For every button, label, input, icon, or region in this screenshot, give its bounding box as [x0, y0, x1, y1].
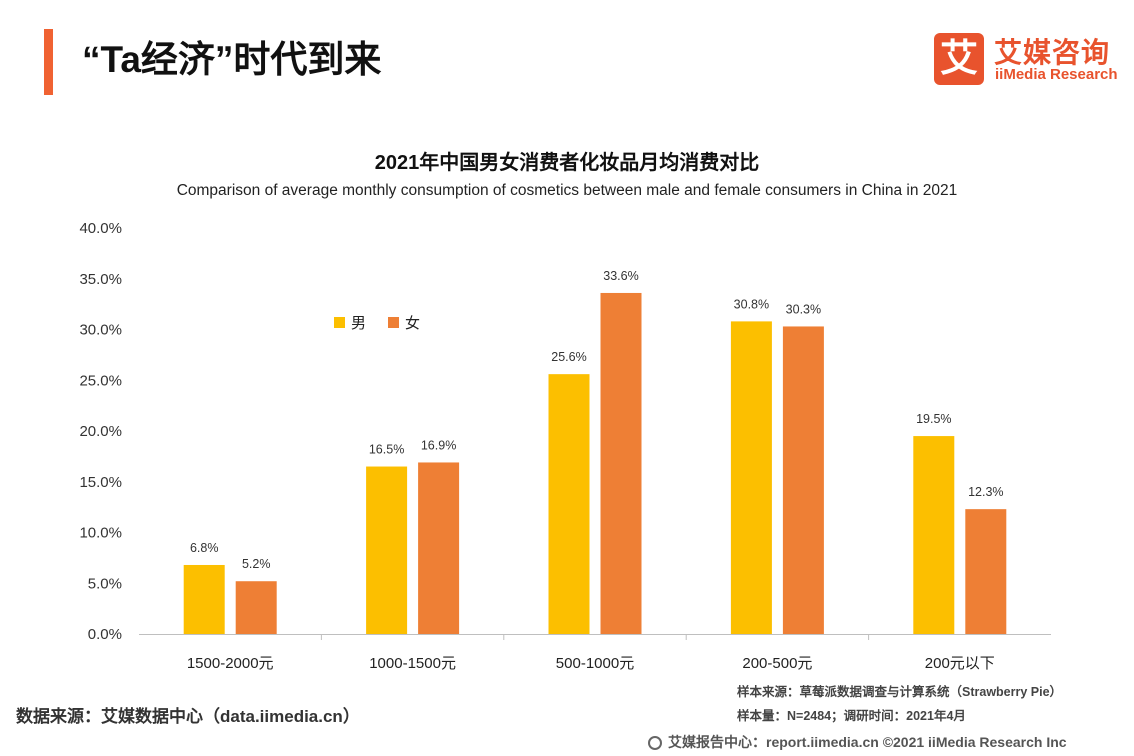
bar-male — [730, 321, 772, 634]
sample-size-note: 样本量：N=2484；调研时间：2021年4月 — [737, 709, 966, 723]
data-label: 19.5% — [916, 412, 951, 426]
legend-item-female: 女 — [388, 312, 420, 333]
data-label: 33.6% — [603, 269, 638, 283]
bar-male — [366, 466, 408, 634]
bar-male — [913, 436, 955, 634]
bar-female — [418, 462, 460, 634]
legend-swatch-female — [388, 317, 400, 328]
bar-female — [965, 509, 1007, 634]
chart-title: 2021年中国男女消费者化妆品月均消费对比 — [374, 152, 760, 174]
legend-item-male: 男 — [334, 312, 366, 333]
data-label: 12.3% — [968, 485, 1003, 499]
logo-chinese-name: 艾媒咨询 — [994, 37, 1111, 68]
y-tick-label: 5.0% — [88, 575, 122, 592]
globe-icon — [648, 736, 662, 750]
x-category-label: 1000-1500元 — [369, 655, 456, 672]
data-label: 16.9% — [421, 438, 456, 452]
sample-source-note: 样本来源：草莓派数据调查与计算系统（Strawberry Pie） — [737, 685, 1063, 699]
logo-english-name: iiMedia Research — [995, 66, 1118, 83]
x-category-label: 200-500元 — [742, 655, 812, 672]
y-tick-label: 35.0% — [79, 271, 122, 288]
bar-female — [782, 326, 824, 634]
y-tick-label: 15.0% — [79, 474, 122, 491]
data-source: 数据来源：艾媒数据中心（data.iimedia.cn） — [16, 707, 360, 726]
legend-swatch-male — [334, 317, 345, 328]
iimedia-logo: 艾 艾媒咨询 iiMedia Research — [934, 33, 1124, 89]
data-label: 30.8% — [734, 297, 769, 311]
x-category-label: 200元以下 — [925, 655, 995, 672]
logo-mark-icon: 艾 — [934, 33, 984, 85]
data-label: 6.8% — [190, 541, 219, 555]
bar-female — [600, 292, 642, 634]
page-title: “Ta经济”时代到来 — [82, 39, 382, 80]
data-label: 16.5% — [369, 443, 404, 457]
y-tick-label: 0.0% — [88, 626, 122, 643]
title-accent-bar — [44, 29, 53, 95]
bar-female — [235, 581, 277, 634]
legend-label-female: 女 — [405, 315, 421, 332]
legend-label-male: 男 — [351, 315, 367, 332]
x-category-label: 500-1000元 — [556, 655, 634, 672]
x-category-label: 1500-2000元 — [187, 655, 274, 672]
y-tick-label: 10.0% — [79, 525, 122, 542]
bar-chart: 0.0% 5.0% 10.0% 15.0% 20.0% 25.0% 30.0% 35.0% 40… — [79, 220, 1051, 672]
bar-male — [548, 374, 590, 634]
bar-male — [183, 564, 225, 634]
y-tick-label: 30.0% — [79, 322, 122, 339]
chart-subtitle: Comparison of average monthly consumptio… — [176, 182, 958, 199]
data-label: 30.3% — [786, 302, 821, 316]
chart-legend: 男 女 — [334, 312, 420, 333]
data-label: 5.2% — [242, 557, 271, 571]
y-tick-label: 25.0% — [79, 372, 122, 389]
y-tick-label: 40.0% — [79, 220, 122, 237]
y-tick-label: 20.0% — [79, 423, 122, 440]
data-label: 25.6% — [551, 350, 586, 364]
report-center-footer: 艾媒报告中心：report.iimedia.cn ©2021 iiMedia R… — [648, 732, 1067, 752]
copyright-text: 艾媒报告中心：report.iimedia.cn ©2021 iiMedia R… — [668, 734, 1067, 750]
